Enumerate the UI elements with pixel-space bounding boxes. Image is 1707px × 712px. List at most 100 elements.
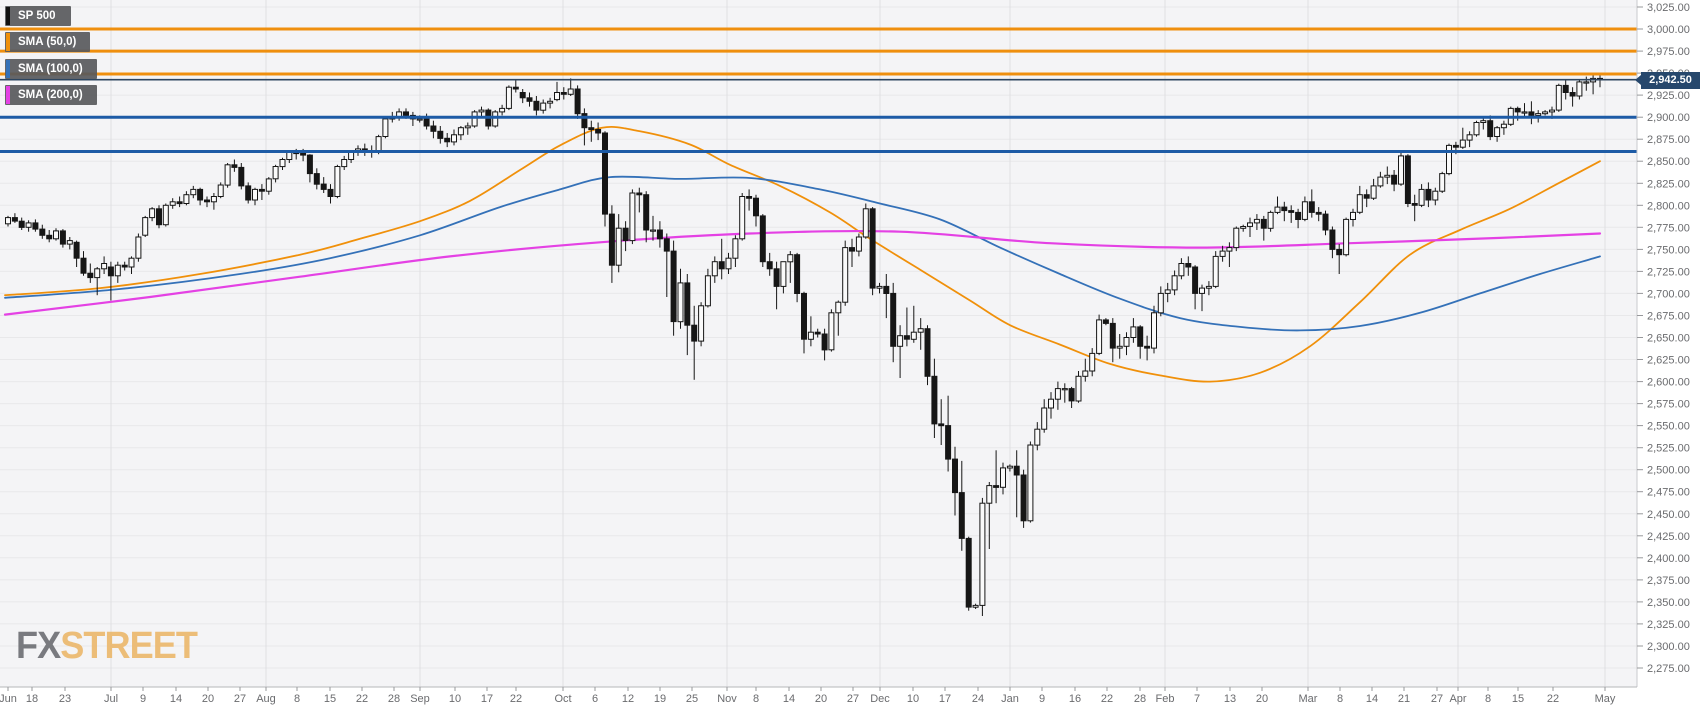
last-price-badge: 2,942.50 [1635, 72, 1700, 89]
svg-text:May: May [1595, 693, 1616, 705]
svg-text:Sep: Sep [410, 693, 430, 705]
svg-text:6: 6 [592, 693, 598, 705]
svg-text:20: 20 [1256, 693, 1268, 705]
svg-text:2,925.00: 2,925.00 [1647, 90, 1690, 102]
legend-label: SMA (200,0) [18, 89, 83, 101]
svg-text:2,500.00: 2,500.00 [1647, 465, 1690, 477]
sma-line-1 [4, 175, 1601, 332]
svg-text:2,800.00: 2,800.00 [1647, 200, 1690, 212]
svg-text:2,875.00: 2,875.00 [1647, 134, 1690, 146]
svg-text:3,025.00: 3,025.00 [1647, 2, 1690, 14]
svg-text:22: 22 [1547, 693, 1559, 705]
svg-text:23: 23 [59, 693, 71, 705]
svg-text:2,300.00: 2,300.00 [1647, 641, 1690, 653]
svg-text:Dec: Dec [870, 693, 890, 705]
svg-text:16: 16 [1069, 693, 1081, 705]
svg-text:2,525.00: 2,525.00 [1647, 443, 1690, 455]
svg-text:2,650.00: 2,650.00 [1647, 333, 1690, 345]
svg-text:9: 9 [1039, 693, 1045, 705]
svg-text:Apr: Apr [1449, 693, 1466, 705]
svg-text:2,850.00: 2,850.00 [1647, 156, 1690, 168]
svg-text:18: 18 [26, 693, 38, 705]
sma-line-2 [3, 229, 1602, 316]
svg-text:24: 24 [972, 693, 984, 705]
svg-text:28: 28 [1134, 693, 1146, 705]
price-axis[interactable]: 2,275.00 2,300.00 2,325.00 2,350.00 2,375.00… [1637, 2, 1690, 675]
svg-text:2,350.00: 2,350.00 [1647, 597, 1690, 609]
last-price-value: 2,942.50 [1649, 74, 1692, 86]
candles [5, 73, 1603, 616]
svg-text:3,000.00: 3,000.00 [1647, 24, 1690, 36]
svg-text:2,675.00: 2,675.00 [1647, 311, 1690, 323]
gridlines [0, 0, 1637, 687]
svg-text:21: 21 [1398, 693, 1410, 705]
svg-text:9: 9 [140, 693, 146, 705]
svg-text:2,400.00: 2,400.00 [1647, 553, 1690, 565]
svg-text:Jul: Jul [104, 693, 118, 705]
legend-color-strip [6, 7, 10, 25]
plot-background [0, 0, 1637, 687]
legend-item-sp500[interactable]: SP 500 [5, 6, 71, 26]
watermark-fx: FX [16, 625, 61, 667]
legend-color-strip [6, 86, 10, 104]
svg-text:Aug: Aug [256, 693, 276, 705]
svg-text:10: 10 [449, 693, 461, 705]
svg-text:15: 15 [1512, 693, 1524, 705]
svg-text:13: 13 [1224, 693, 1236, 705]
svg-text:17: 17 [481, 693, 493, 705]
svg-text:7: 7 [1194, 693, 1200, 705]
svg-text:Feb: Feb [1156, 693, 1175, 705]
svg-text:2,425.00: 2,425.00 [1647, 531, 1690, 543]
svg-text:Mar: Mar [1299, 693, 1318, 705]
svg-text:2,825.00: 2,825.00 [1647, 178, 1690, 190]
legend-color-strip [6, 60, 10, 78]
svg-text:20: 20 [815, 693, 827, 705]
svg-text:2,750.00: 2,750.00 [1647, 244, 1690, 256]
svg-text:27: 27 [234, 693, 246, 705]
legend-item-sma200[interactable]: SMA (200,0) [5, 85, 97, 105]
legend-item-sma50[interactable]: SMA (50,0) [5, 32, 91, 52]
svg-text:14: 14 [783, 693, 795, 705]
svg-text:2,700.00: 2,700.00 [1647, 288, 1690, 300]
legend-label: SMA (50,0) [18, 36, 77, 48]
svg-text:8: 8 [1337, 693, 1343, 705]
svg-text:8: 8 [1485, 693, 1491, 705]
svg-text:2,375.00: 2,375.00 [1647, 575, 1690, 587]
legend-label: SMA (100,0) [18, 63, 83, 75]
svg-text:2,325.00: 2,325.00 [1647, 619, 1690, 631]
svg-text:2,775.00: 2,775.00 [1647, 222, 1690, 234]
svg-text:10: 10 [907, 693, 919, 705]
legend-color-strip [6, 33, 10, 51]
svg-text:8: 8 [294, 693, 300, 705]
svg-text:20: 20 [202, 693, 214, 705]
svg-text:27: 27 [847, 693, 859, 705]
svg-text:27: 27 [1431, 693, 1443, 705]
svg-text:22: 22 [356, 693, 368, 705]
svg-text:2,575.00: 2,575.00 [1647, 399, 1690, 411]
svg-text:2,275.00: 2,275.00 [1647, 663, 1690, 675]
svg-text:14: 14 [1366, 693, 1378, 705]
svg-text:2,600.00: 2,600.00 [1647, 377, 1690, 389]
time-axis[interactable]: Jun 18 23 Jul 9 14 20 27 Aug 8 15 22 28 Sep 10 17 22 Oct 6… [0, 687, 1616, 705]
svg-text:2,725.00: 2,725.00 [1647, 266, 1690, 278]
svg-text:12: 12 [622, 693, 634, 705]
svg-text:2,975.00: 2,975.00 [1647, 46, 1690, 58]
legend-item-sma100[interactable]: SMA (100,0) [5, 59, 97, 79]
watermark-street: STREET [60, 625, 198, 667]
svg-text:22: 22 [1101, 693, 1113, 705]
svg-text:2,450.00: 2,450.00 [1647, 509, 1690, 521]
svg-text:28: 28 [388, 693, 400, 705]
svg-text:2,900.00: 2,900.00 [1647, 112, 1690, 124]
svg-text:2,550.00: 2,550.00 [1647, 421, 1690, 433]
legend-label: SP 500 [18, 10, 56, 22]
svg-text:Jan: Jan [1001, 693, 1019, 705]
svg-text:17: 17 [939, 693, 951, 705]
level-lines [0, 27, 1637, 153]
svg-text:14: 14 [170, 693, 182, 705]
svg-text:2,475.00: 2,475.00 [1647, 487, 1690, 499]
svg-text:19: 19 [654, 693, 666, 705]
svg-text:Jun: Jun [0, 693, 17, 705]
svg-text:Nov: Nov [717, 693, 737, 705]
